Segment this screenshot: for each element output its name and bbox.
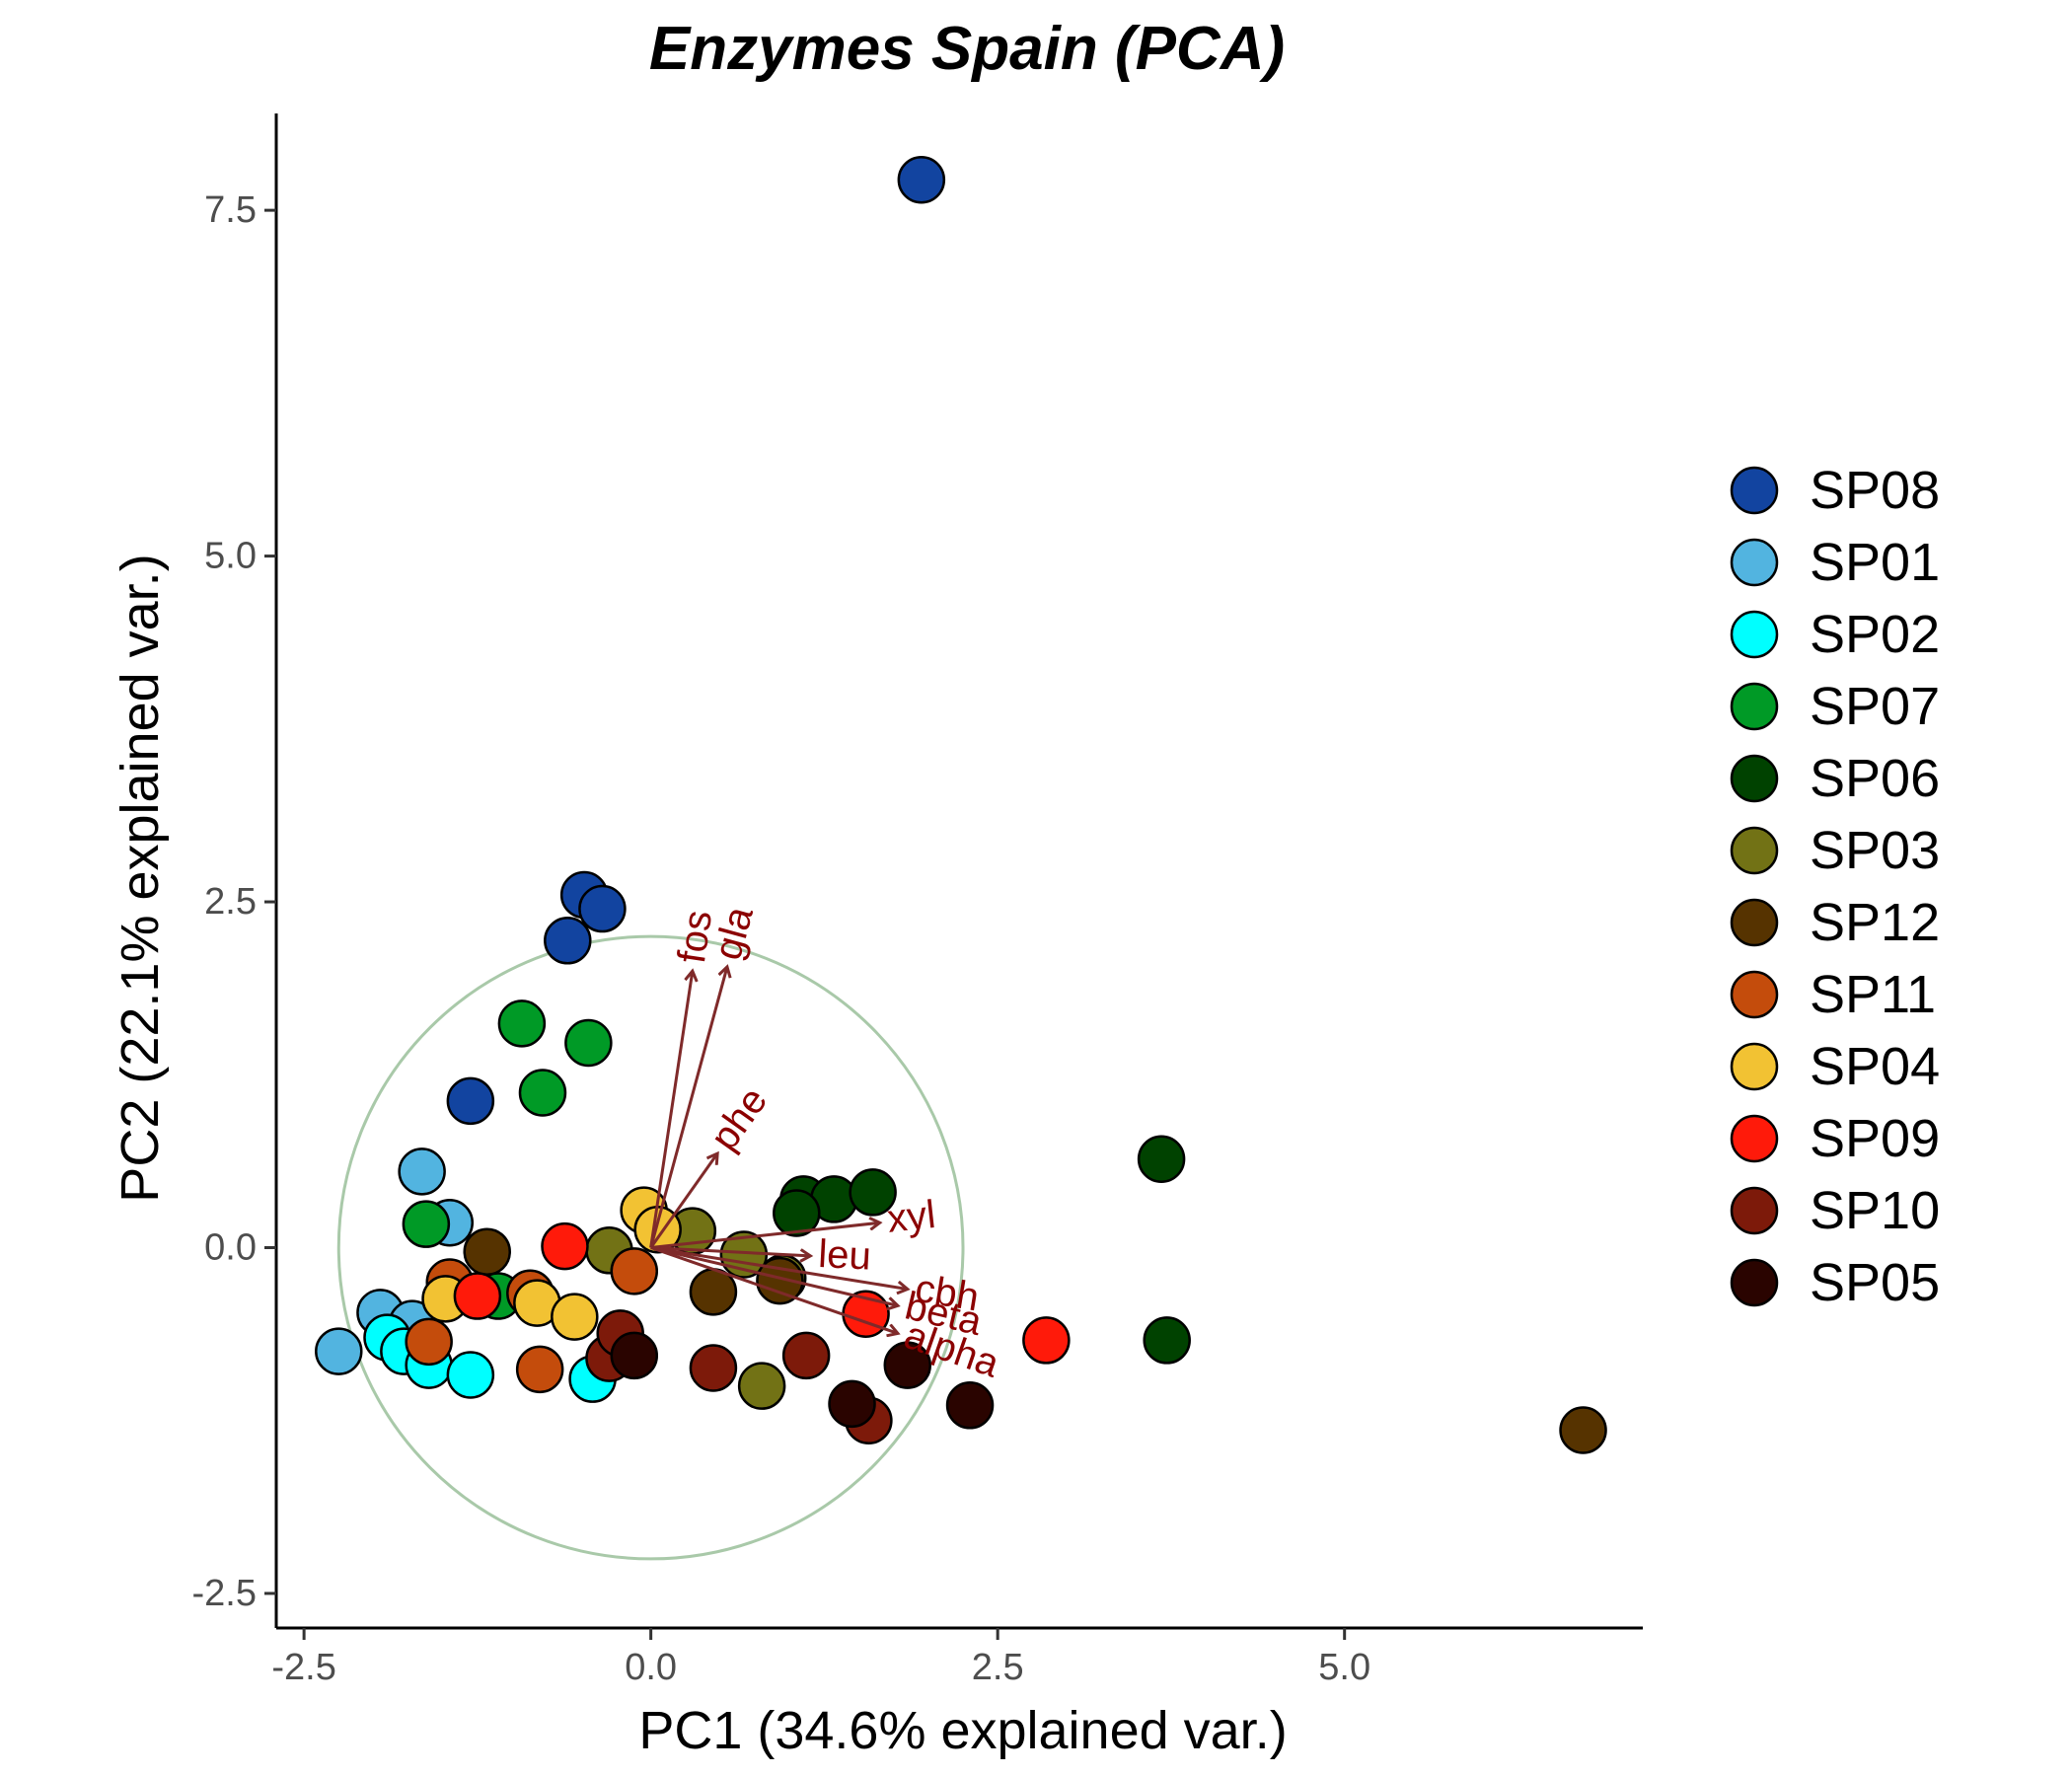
point-sp07 — [402, 1200, 451, 1248]
y-axis-title: PC2 (22.1% explained var.) — [111, 554, 170, 1202]
loading-label-phe: phe — [703, 1079, 776, 1158]
point-sp09 — [453, 1272, 502, 1320]
legend-key-sp09 — [1730, 1114, 1779, 1163]
point-sp04 — [551, 1293, 599, 1341]
legend-label-sp06: SP06 — [1810, 749, 1940, 808]
loading-arrow-xyl — [650, 1222, 880, 1249]
legend-label-sp09: SP09 — [1810, 1109, 1940, 1168]
loading-arrow-phe — [649, 1153, 717, 1249]
loading-label-xyl: xyl — [885, 1193, 937, 1241]
legend-label-sp12: SP12 — [1810, 893, 1940, 952]
point-sp02 — [446, 1351, 495, 1399]
loading-arrow-cbh — [650, 1246, 908, 1289]
x-tick-label: 2.5 — [972, 1647, 1024, 1688]
point-sp05 — [610, 1331, 659, 1380]
chart-title: Enzymes Spain (PCA) — [649, 15, 1285, 83]
point-sp08 — [446, 1076, 495, 1126]
legend: SP08 SP01 SP02 SP07 SP06 SP03 SP12 SP11 SP04 SP09… — [1730, 461, 1940, 1312]
legend-key-sp10 — [1730, 1186, 1779, 1235]
legend-key-sp01 — [1730, 538, 1779, 587]
loading-label-leu: leu — [817, 1232, 872, 1279]
point-sp10 — [689, 1344, 738, 1392]
y-tick-label: 7.5 — [204, 189, 257, 231]
legend-label-sp01: SP01 — [1810, 533, 1940, 592]
legend-key-sp05 — [1730, 1258, 1779, 1307]
point-sp09 — [541, 1221, 589, 1271]
y-tick-label: 5.0 — [204, 536, 257, 577]
x-tick-label: 5.0 — [1318, 1647, 1370, 1688]
point-sp06 — [849, 1168, 897, 1217]
point-sp08 — [897, 156, 946, 204]
legend-label-sp02: SP02 — [1810, 605, 1940, 664]
point-sp08 — [578, 884, 627, 933]
point-sp06 — [773, 1189, 821, 1237]
legend-key-sp11 — [1730, 970, 1779, 1019]
loading-label-cbh: cbh — [913, 1267, 983, 1320]
y-tick-label: 0.0 — [204, 1226, 257, 1268]
legend-key-sp07 — [1730, 682, 1779, 731]
legend-key-sp12 — [1730, 898, 1779, 947]
point-sp08 — [544, 917, 592, 965]
loading-label-fos: fos — [670, 908, 720, 966]
loading-arrow-alpha — [650, 1246, 898, 1333]
point-sp12 — [463, 1227, 511, 1276]
legend-label-sp11: SP11 — [1810, 965, 1936, 1024]
point-sp12 — [1559, 1406, 1607, 1454]
point-sp05 — [828, 1379, 876, 1429]
x-tick-label: 0.0 — [625, 1647, 677, 1688]
correlation-circle — [336, 934, 965, 1561]
legend-label-sp07: SP07 — [1810, 677, 1940, 736]
legend-key-sp06 — [1730, 754, 1779, 803]
loading-arrow-fos — [649, 971, 693, 1248]
y-tick-label: -2.5 — [192, 1573, 257, 1614]
legend-label-sp05: SP05 — [1810, 1253, 1940, 1312]
point-sp11 — [610, 1247, 659, 1295]
legend-label-sp04: SP04 — [1810, 1037, 1940, 1096]
loading-arrow-gla — [649, 967, 727, 1248]
legend-label-sp03: SP03 — [1810, 821, 1940, 880]
point-sp07 — [564, 1018, 613, 1068]
legend-key-sp08 — [1730, 466, 1779, 515]
point-sp07 — [518, 1069, 567, 1117]
x-tick-label: -2.5 — [271, 1647, 335, 1688]
point-sp05 — [883, 1341, 932, 1389]
point-sp03 — [737, 1362, 786, 1410]
legend-key-sp02 — [1730, 610, 1779, 659]
legend-key-sp04 — [1730, 1042, 1779, 1091]
point-sp06 — [1143, 1316, 1191, 1365]
point-sp07 — [497, 999, 547, 1048]
axes: -2.5 0.0 2.5 5.0 -2.5 0.0 2.5 5.0 7.5 — [192, 113, 1643, 1688]
loading-arrow-leu — [650, 1245, 811, 1255]
x-axis-title: PC1 (34.6% explained var.) — [638, 1701, 1287, 1760]
legend-key-sp03 — [1730, 826, 1779, 875]
y-tick-label: 2.5 — [204, 881, 257, 923]
point-sp06 — [1137, 1135, 1186, 1184]
point-sp11 — [405, 1317, 453, 1367]
point-sp10 — [781, 1331, 831, 1380]
point-sp11 — [515, 1345, 564, 1394]
point-sp05 — [945, 1381, 995, 1430]
legend-label-sp08: SP08 — [1810, 461, 1940, 520]
point-sp01 — [315, 1327, 363, 1375]
loading-arrow-beta — [650, 1246, 898, 1305]
legend-label-sp10: SP10 — [1810, 1181, 1940, 1240]
point-sp01 — [398, 1147, 446, 1196]
point-sp09 — [1022, 1316, 1071, 1365]
